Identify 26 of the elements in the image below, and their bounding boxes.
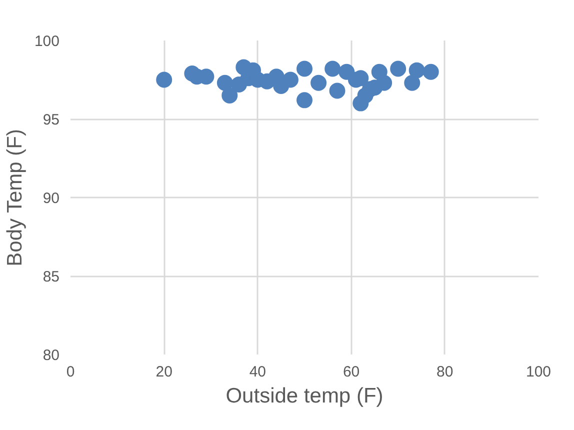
point xyxy=(282,72,298,88)
point xyxy=(408,62,425,78)
point xyxy=(422,64,439,80)
y-tick-label: 90 xyxy=(42,190,60,207)
y-tick-label: 95 xyxy=(42,112,60,128)
point xyxy=(222,87,238,104)
y-axis-title: Body Temp (F) xyxy=(3,129,26,266)
y-tick-label: 100 xyxy=(34,33,60,50)
x-axis-title: Outside temp (F) xyxy=(226,384,384,408)
point xyxy=(296,60,312,77)
y-tick-label: 80 xyxy=(42,347,60,364)
point xyxy=(310,74,327,91)
point xyxy=(376,74,392,91)
point xyxy=(296,92,312,108)
x-tick-label: 100 xyxy=(526,364,552,380)
x-tick-label: 80 xyxy=(436,364,454,380)
x-tick-label: 40 xyxy=(249,364,266,380)
point xyxy=(156,72,172,88)
point xyxy=(329,82,346,99)
point xyxy=(324,60,341,77)
point xyxy=(390,60,406,77)
x-tick-label: 60 xyxy=(342,364,360,380)
x-tick-label: 0 xyxy=(66,364,75,380)
point xyxy=(404,74,420,91)
x-tick-label: 20 xyxy=(156,364,172,380)
y-tick-label: 85 xyxy=(42,268,60,286)
